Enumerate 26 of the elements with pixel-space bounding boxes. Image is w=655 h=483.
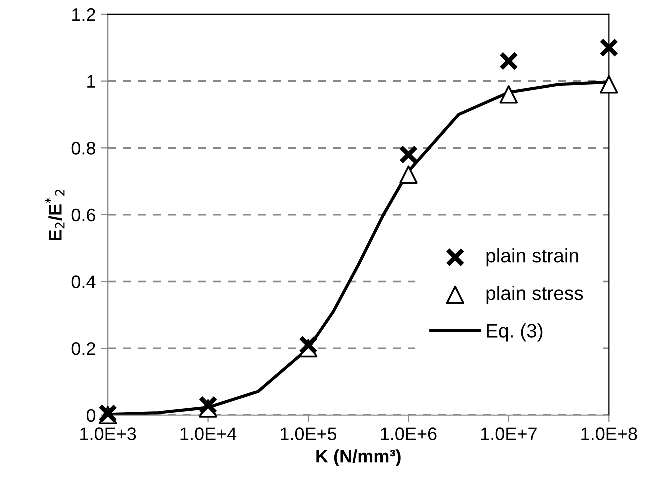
y-tick-label: 0.8: [72, 142, 96, 155]
x-tick-label: 1.0E+6: [381, 428, 437, 440]
legend-label: Eq. (3): [487, 324, 543, 342]
legend-label: plain stress: [486, 286, 584, 304]
point: [500, 86, 518, 104]
y-tick-label: 0.6: [72, 208, 96, 222]
x-tick-label: 1.0E+5: [281, 428, 337, 440]
y-tick-label: 1.2: [72, 8, 96, 22]
point: [399, 145, 418, 164]
point: [198, 396, 218, 415]
y-tick-label: 0.4: [72, 276, 96, 288]
point: [499, 52, 518, 71]
x-tick-label: 1.0E+3: [80, 428, 136, 440]
x-tick-label: 1.0E+4: [180, 428, 237, 440]
point: [298, 336, 318, 355]
x-axis-title: K (N/mm³): [316, 450, 401, 466]
y-tick-label: 0.2: [72, 342, 96, 356]
x-tick-label: 1.0E+8: [582, 428, 638, 440]
y-tick-label: 1: [88, 75, 96, 88]
legend-label: plain strain: [486, 248, 578, 267]
x-tick-label: 1.0E+7: [481, 428, 537, 440]
y-axis-title: E$_{2}$/E$^{*}$$_{2}$: [45, 190, 65, 241]
point: [600, 76, 618, 94]
point: [600, 38, 619, 58]
y-tick-label: 0: [86, 409, 96, 422]
point: [400, 166, 418, 184]
